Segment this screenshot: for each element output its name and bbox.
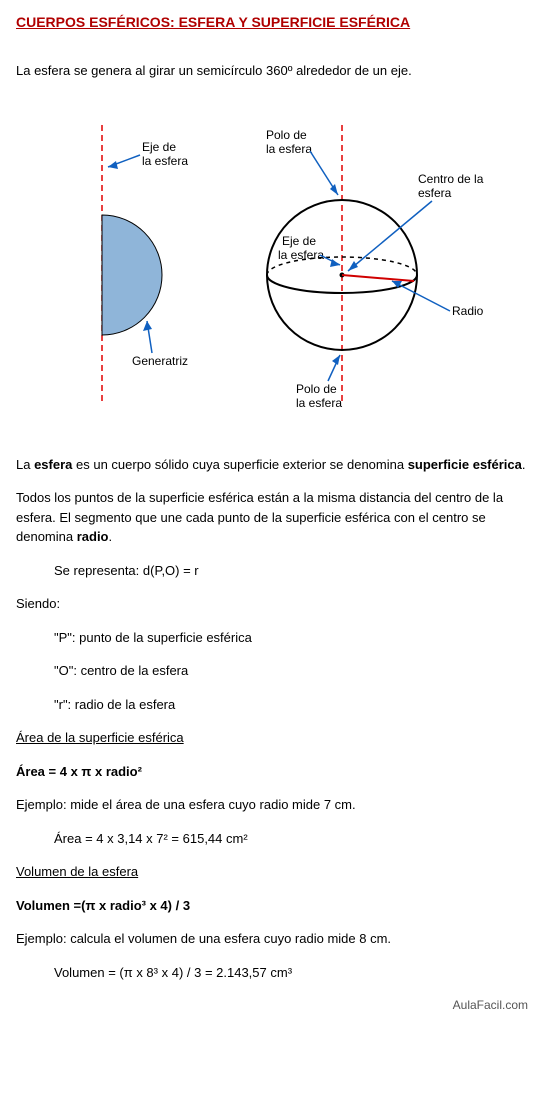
volume-formula: Volumen =(π x radio³ x 4) / 3 <box>16 896 528 916</box>
area-formula: Área = 4 x π x radio² <box>16 762 528 782</box>
intro-paragraph: La esfera se genera al girar un semicírc… <box>16 61 528 81</box>
area-heading: Área de la superficie esférica <box>16 728 528 748</box>
svg-text:la esfera: la esfera <box>296 396 342 410</box>
definition-paragraph: La esfera es un cuerpo sólido cuya super… <box>16 455 528 475</box>
volume-heading: Volumen de la esfera <box>16 862 528 882</box>
svg-text:la esfera: la esfera <box>278 248 324 262</box>
area-example-calc: Área = 4 x 3,14 x 7² = 615,44 cm² <box>54 829 528 849</box>
radius-paragraph: Todos los puntos de la superficie esféri… <box>16 488 528 547</box>
representation: Se representa: d(P,O) = r <box>54 561 528 581</box>
svg-text:Centro de la: Centro de la <box>418 172 484 186</box>
term-superficie: superficie esférica <box>408 457 522 472</box>
volume-example-text: Ejemplo: calcula el volumen de una esfer… <box>16 929 528 949</box>
svg-text:la esfera: la esfera <box>142 154 188 168</box>
svg-text:Eje de: Eje de <box>282 234 316 248</box>
term-esfera: esfera <box>34 457 72 472</box>
text: es un cuerpo sólido cuya superficie exte… <box>72 457 407 472</box>
def-o: "O": centro de la esfera <box>54 661 528 681</box>
svg-text:Radio: Radio <box>452 304 484 318</box>
footer-credit: AulaFacil.com <box>16 996 528 1014</box>
text: . <box>522 457 526 472</box>
text: . <box>109 529 113 544</box>
svg-text:Polo de: Polo de <box>266 128 307 142</box>
svg-text:Generatriz: Generatriz <box>132 354 188 368</box>
sphere-diagram: Eje de la esfera Generatriz Polo de la e… <box>16 105 528 415</box>
svg-text:Eje de: Eje de <box>142 140 176 154</box>
svg-text:esfera: esfera <box>418 186 452 200</box>
text: La <box>16 457 34 472</box>
page-title: CUERPOS ESFÉRICOS: ESFERA Y SUPERFICIE E… <box>16 12 528 33</box>
term-radio: radio <box>77 529 109 544</box>
siendo-label: Siendo: <box>16 594 528 614</box>
def-r: "r": radio de la esfera <box>54 695 528 715</box>
area-example-text: Ejemplo: mide el área de una esfera cuyo… <box>16 795 528 815</box>
def-p: "P": punto de la superficie esférica <box>54 628 528 648</box>
volume-example-calc: Volumen = (π x 8³ x 4) / 3 = 2.143,57 cm… <box>54 963 528 983</box>
svg-text:la esfera: la esfera <box>266 142 312 156</box>
svg-text:Polo de: Polo de <box>296 382 337 396</box>
